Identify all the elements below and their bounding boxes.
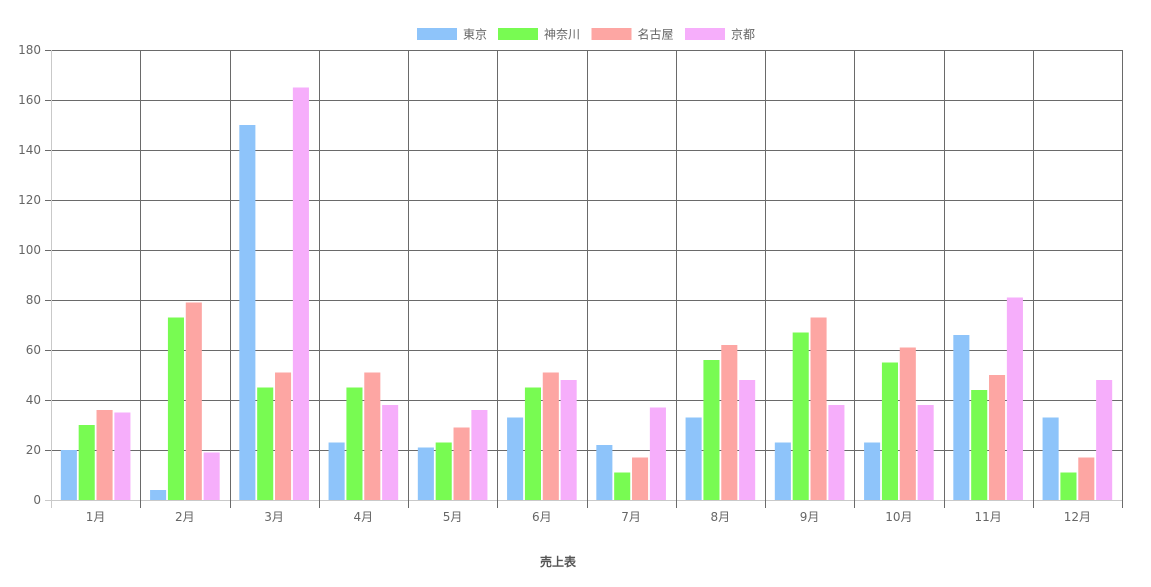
y-tick-label: 60 xyxy=(26,343,41,357)
bar-2-2 xyxy=(167,317,184,500)
bar-1-6 xyxy=(507,417,524,500)
bar-4-5 xyxy=(471,410,488,500)
bar-4-8 xyxy=(739,380,756,500)
bar-1-8 xyxy=(685,417,702,500)
legend[interactable]: 東京 神奈川 名古屋 京都 xyxy=(417,27,755,42)
legend-swatch xyxy=(685,28,725,40)
bar-4-9 xyxy=(828,405,845,500)
bar-1-10 xyxy=(864,442,881,500)
legend-label: 神奈川 xyxy=(544,28,580,42)
bar-2-10 xyxy=(881,362,898,500)
bar-4-2 xyxy=(203,452,220,500)
bar-4-6 xyxy=(560,380,577,500)
bar-1-9 xyxy=(774,442,791,500)
bar-1-12 xyxy=(1042,417,1059,500)
bar-1-2 xyxy=(150,490,167,500)
x-tick-label: 6月 xyxy=(532,510,552,524)
bar-4-11 xyxy=(1006,297,1023,500)
y-tick-label: 100 xyxy=(18,243,41,257)
y-tick-label: 140 xyxy=(18,143,41,157)
legend-item[interactable]: 京都 xyxy=(685,28,755,42)
y-tick-label: 160 xyxy=(18,93,41,107)
y-tick-label: 80 xyxy=(26,293,41,307)
bars xyxy=(60,87,1113,500)
bar-2-3 xyxy=(257,387,274,500)
bar-2-8 xyxy=(703,360,720,500)
bar-1-5 xyxy=(417,447,434,500)
bar-4-7 xyxy=(649,407,666,500)
x-tick-label: 8月 xyxy=(711,510,731,524)
bar-3-12 xyxy=(1078,457,1095,500)
y-tick-label: 0 xyxy=(33,493,41,507)
bar-1-4 xyxy=(328,442,345,500)
bar-3-1 xyxy=(96,410,113,500)
bar-3-7 xyxy=(632,457,649,500)
bar-3-5 xyxy=(453,427,470,500)
bar-4-10 xyxy=(917,405,934,500)
bar-2-4 xyxy=(346,387,363,500)
bar-2-11 xyxy=(971,390,988,500)
bar-3-10 xyxy=(899,347,916,500)
bar-3-4 xyxy=(364,372,381,500)
legend-item[interactable]: 東京 xyxy=(417,28,487,42)
bar-4-3 xyxy=(292,87,309,500)
x-tick-label: 12月 xyxy=(1064,510,1091,524)
legend-swatch xyxy=(591,28,632,40)
legend-label: 名古屋 xyxy=(638,27,674,42)
bar-2-7 xyxy=(614,472,631,500)
bar-1-3 xyxy=(239,125,256,500)
bar-3-9 xyxy=(810,317,827,500)
bar-2-1 xyxy=(78,425,95,500)
x-tick-label: 2月 xyxy=(175,510,195,524)
bar-2-5 xyxy=(435,442,452,500)
y-tick-label: 180 xyxy=(18,43,41,57)
bar-2-6 xyxy=(524,387,541,500)
y-tick-label: 20 xyxy=(26,443,41,457)
axes: 0 20 40 60 80 100 120 140 160 180 1月 2月 3月 4月 5月 6月 7月 8月… xyxy=(18,43,1091,524)
legend-item[interactable]: 名古屋 xyxy=(591,27,674,42)
bar-2-12 xyxy=(1060,472,1077,500)
x-tick-label: 9月 xyxy=(800,510,820,524)
bar-3-2 xyxy=(185,302,202,500)
bar-3-8 xyxy=(721,345,738,500)
x-tick-label: 5月 xyxy=(443,510,463,524)
legend-label: 東京 xyxy=(463,28,487,42)
legend-swatch xyxy=(417,28,457,40)
x-tick-label: 3月 xyxy=(264,510,284,524)
x-tick-label: 7月 xyxy=(621,510,641,524)
legend-swatch xyxy=(498,28,538,40)
bar-1-1 xyxy=(60,450,77,500)
y-tick-label: 120 xyxy=(18,193,41,207)
bar-3-6 xyxy=(542,372,559,500)
bar-4-12 xyxy=(1096,380,1113,500)
x-tick-label: 11月 xyxy=(974,510,1001,524)
x-tick-label: 10月 xyxy=(885,510,912,524)
bar-4-1 xyxy=(114,412,131,500)
legend-item[interactable]: 神奈川 xyxy=(498,28,580,42)
bar-3-11 xyxy=(989,375,1006,500)
x-tick-label: 4月 xyxy=(354,510,374,524)
bar-1-7 xyxy=(596,445,613,500)
x-tick-label: 1月 xyxy=(86,510,106,524)
bar-4-4 xyxy=(382,405,399,500)
bar-2-9 xyxy=(792,332,809,500)
bar-1-11 xyxy=(953,335,970,500)
bar-3-3 xyxy=(275,372,292,500)
legend-label: 京都 xyxy=(731,28,755,42)
grid xyxy=(45,50,1123,508)
x-axis-title: 売上表 xyxy=(540,554,577,569)
y-tick-label: 40 xyxy=(26,393,41,407)
